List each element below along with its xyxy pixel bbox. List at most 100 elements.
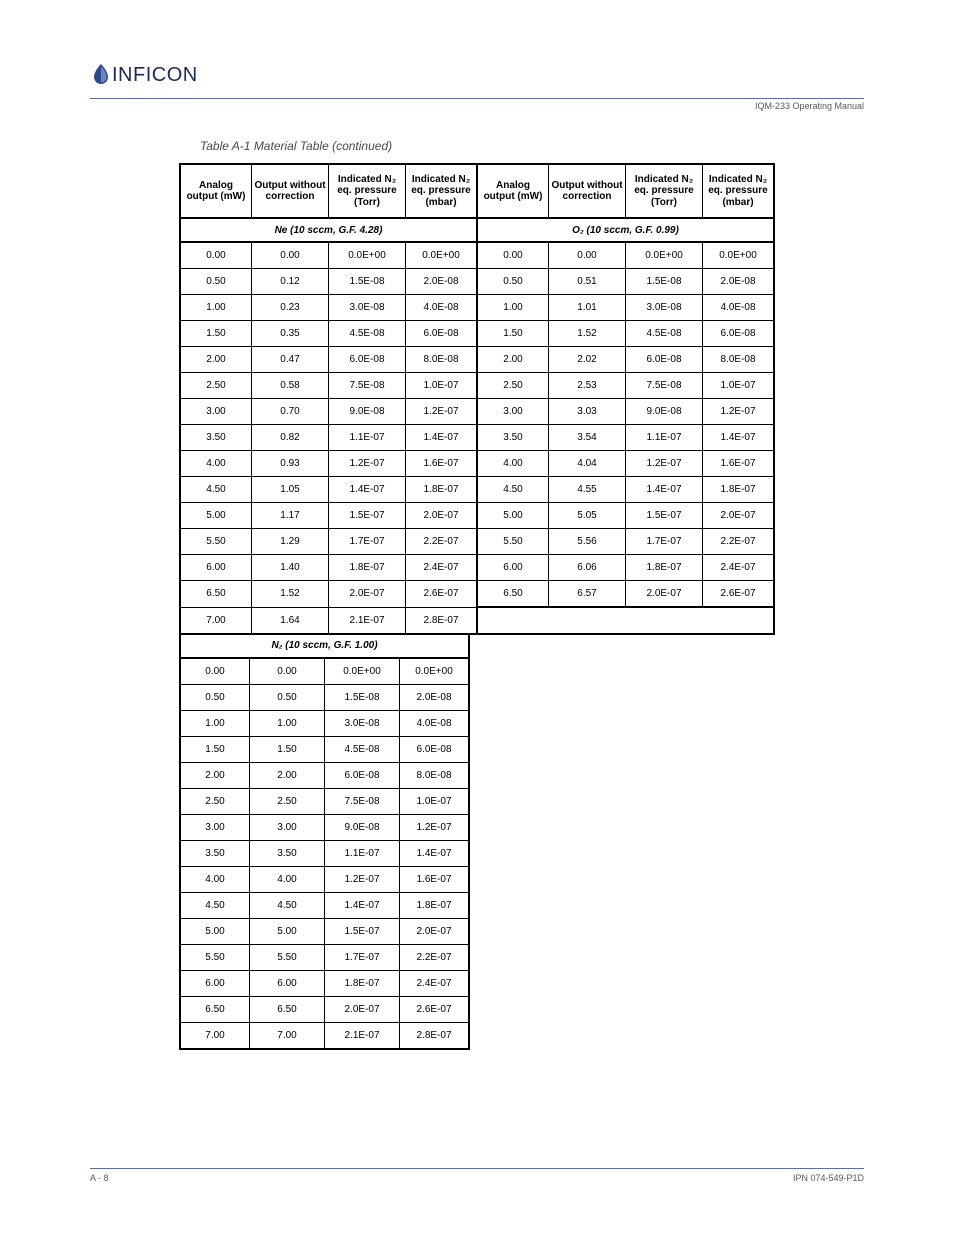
table-row: 1.001.003.0E-084.0E-08 <box>180 710 469 736</box>
table-cell: 3.0E-08 <box>325 710 400 736</box>
table-cell: 0.50 <box>180 684 250 710</box>
table-cell: 0.93 <box>252 451 329 477</box>
table-row: 4.004.001.2E-071.6E-07 <box>180 866 469 892</box>
table-cell: 3.50 <box>250 840 325 866</box>
table-cell: 3.00 <box>477 399 549 425</box>
table-row: 2.000.476.0E-088.0E-082.002.026.0E-088.0… <box>180 347 774 373</box>
main-table-body: 0.000.000.0E+000.0E+000.000.000.0E+000.0… <box>180 242 774 634</box>
table-cell: 5.56 <box>549 529 626 555</box>
table-cell: 3.00 <box>180 399 252 425</box>
table-cell: 3.50 <box>477 425 549 451</box>
table-cell: 9.0E-08 <box>329 399 406 425</box>
table-cell: 1.00 <box>180 710 250 736</box>
table-cell: 1.1E-07 <box>329 425 406 451</box>
table-cell: 0.00 <box>549 242 626 269</box>
table-wrapper: Analog output (mW) Output without correc… <box>90 163 864 1050</box>
brand-text: INFICON <box>112 64 198 87</box>
table-cell: 1.50 <box>250 736 325 762</box>
table-cell: 6.57 <box>549 581 626 608</box>
page: INFICON IQM-233 Operating Manual Table A… <box>0 0 954 1235</box>
table-cell: 0.0E+00 <box>325 658 400 685</box>
table-row: 3.500.821.1E-071.4E-073.503.541.1E-071.4… <box>180 425 774 451</box>
table-row: 0.500.501.5E-082.0E-08 <box>180 684 469 710</box>
table-cell: 1.17 <box>252 503 329 529</box>
table-row: 0.000.000.0E+000.0E+000.000.000.0E+000.0… <box>180 242 774 269</box>
table-cell: 5.00 <box>180 918 250 944</box>
table-cell: 1.4E-07 <box>325 892 400 918</box>
table-row: 1.500.354.5E-086.0E-081.501.524.5E-086.0… <box>180 321 774 347</box>
footer-right: IPN 074-549-P1D <box>793 1173 864 1183</box>
table-cell: 1.50 <box>477 321 549 347</box>
table-cell: 9.0E-08 <box>325 814 400 840</box>
table-cell: 5.00 <box>250 918 325 944</box>
brand-logo: INFICON <box>90 63 198 87</box>
table-title: Table A-1 Material Table (continued) <box>200 139 864 153</box>
table-cell: 1.5E-08 <box>329 269 406 295</box>
table-cell: 5.00 <box>477 503 549 529</box>
table-cell: 2.0E-07 <box>626 581 703 608</box>
table-row: 2.002.006.0E-088.0E-08 <box>180 762 469 788</box>
table-cell: 9.0E-08 <box>626 399 703 425</box>
table-cell: 1.52 <box>549 321 626 347</box>
table-cell: 1.8E-07 <box>703 477 775 503</box>
footer-rule <box>90 1168 864 1169</box>
col-out-left: Output without correction <box>252 164 329 218</box>
table-cell: 1.50 <box>180 321 252 347</box>
table-cell: 2.1E-07 <box>325 1022 400 1049</box>
table-cell: 1.0E-07 <box>406 373 478 399</box>
table-cell: 0.23 <box>252 295 329 321</box>
table-row: 7.001.642.1E-072.8E-07 <box>180 607 774 634</box>
table-cell: 0.82 <box>252 425 329 451</box>
table-cell: 1.5E-07 <box>626 503 703 529</box>
manual-label: IQM-233 Operating Manual <box>90 101 864 111</box>
table-cell: 6.0E-08 <box>329 347 406 373</box>
table-cell: 6.0E-08 <box>626 347 703 373</box>
table-cell: 2.2E-07 <box>703 529 775 555</box>
table-row: 5.505.501.7E-072.2E-07 <box>180 944 469 970</box>
table-cell: 3.0E-08 <box>329 295 406 321</box>
table-cell: 1.2E-07 <box>626 451 703 477</box>
table-cell: 7.00 <box>180 1022 250 1049</box>
section1-left-label: Ne (10 sccm, G.F. 4.28) <box>180 218 477 242</box>
table-cell: 2.2E-07 <box>400 944 470 970</box>
table-cell: 1.7E-07 <box>626 529 703 555</box>
table-cell: 2.4E-07 <box>406 555 478 581</box>
table-row: 5.001.171.5E-072.0E-075.005.051.5E-072.0… <box>180 503 774 529</box>
table-cell: 1.7E-07 <box>329 529 406 555</box>
table-cell: 7.00 <box>180 607 252 634</box>
table-cell: 0.0E+00 <box>626 242 703 269</box>
table-cell: 4.0E-08 <box>703 295 775 321</box>
table-cell: 3.00 <box>180 814 250 840</box>
table-row: 5.501.291.7E-072.2E-075.505.561.7E-072.2… <box>180 529 774 555</box>
table-row: 1.501.504.5E-086.0E-08 <box>180 736 469 762</box>
table-cell: 1.4E-07 <box>626 477 703 503</box>
table-cell: 0.50 <box>250 684 325 710</box>
table-cell: 2.0E-07 <box>325 996 400 1022</box>
table-cell: 2.00 <box>180 762 250 788</box>
table-cell: 7.5E-08 <box>325 788 400 814</box>
col-out-right: Output without correction <box>549 164 626 218</box>
table-cell: 2.0E-08 <box>703 269 775 295</box>
table-row: 3.003.009.0E-081.2E-07 <box>180 814 469 840</box>
table-cell: 1.6E-07 <box>406 451 478 477</box>
table-cell: 0.00 <box>180 242 252 269</box>
col-torr-right: Indicated N₂ eq. pressure (Torr) <box>626 164 703 218</box>
table-cell: 1.8E-07 <box>406 477 478 503</box>
table-cell: 1.1E-07 <box>325 840 400 866</box>
section2-header-row: N₂ (10 sccm, G.F. 1.00) <box>180 634 469 658</box>
table-row: 6.001.401.8E-072.4E-076.006.061.8E-072.4… <box>180 555 774 581</box>
table-cell: 2.0E-07 <box>329 581 406 608</box>
table-row: 6.006.001.8E-072.4E-07 <box>180 970 469 996</box>
table-cell: 7.5E-08 <box>626 373 703 399</box>
table-cell: 1.4E-07 <box>703 425 775 451</box>
section2-label: N₂ (10 sccm, G.F. 1.00) <box>180 634 469 658</box>
table-cell: 2.00 <box>180 347 252 373</box>
table-cell: 4.50 <box>180 477 252 503</box>
table-cell: 1.2E-07 <box>325 866 400 892</box>
table-row: 0.000.000.0E+000.0E+00 <box>180 658 469 685</box>
table-cell: 2.02 <box>549 347 626 373</box>
table-cell: 4.00 <box>250 866 325 892</box>
empty-cell <box>477 607 774 634</box>
table-cell: 1.05 <box>252 477 329 503</box>
section1-right-label: O₂ (10 sccm, G.F. 0.99) <box>477 218 774 242</box>
